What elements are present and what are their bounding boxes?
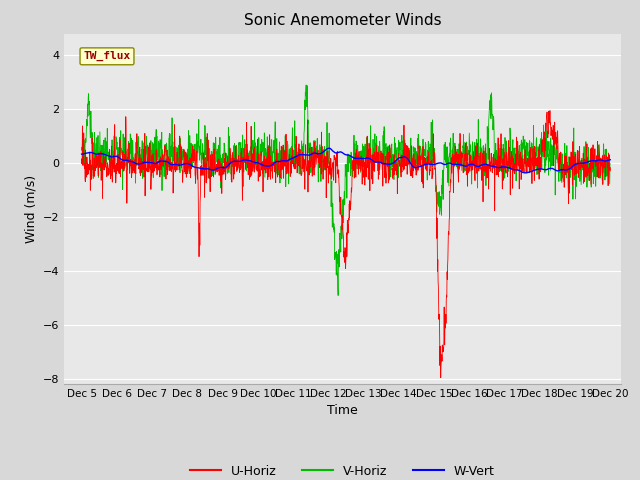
- Text: TW_flux: TW_flux: [83, 51, 131, 61]
- Y-axis label: Wind (m/s): Wind (m/s): [24, 175, 37, 243]
- Legend: U-Horiz, V-Horiz, W-Vert: U-Horiz, V-Horiz, W-Vert: [185, 460, 500, 480]
- Title: Sonic Anemometer Winds: Sonic Anemometer Winds: [244, 13, 441, 28]
- X-axis label: Time: Time: [327, 405, 358, 418]
